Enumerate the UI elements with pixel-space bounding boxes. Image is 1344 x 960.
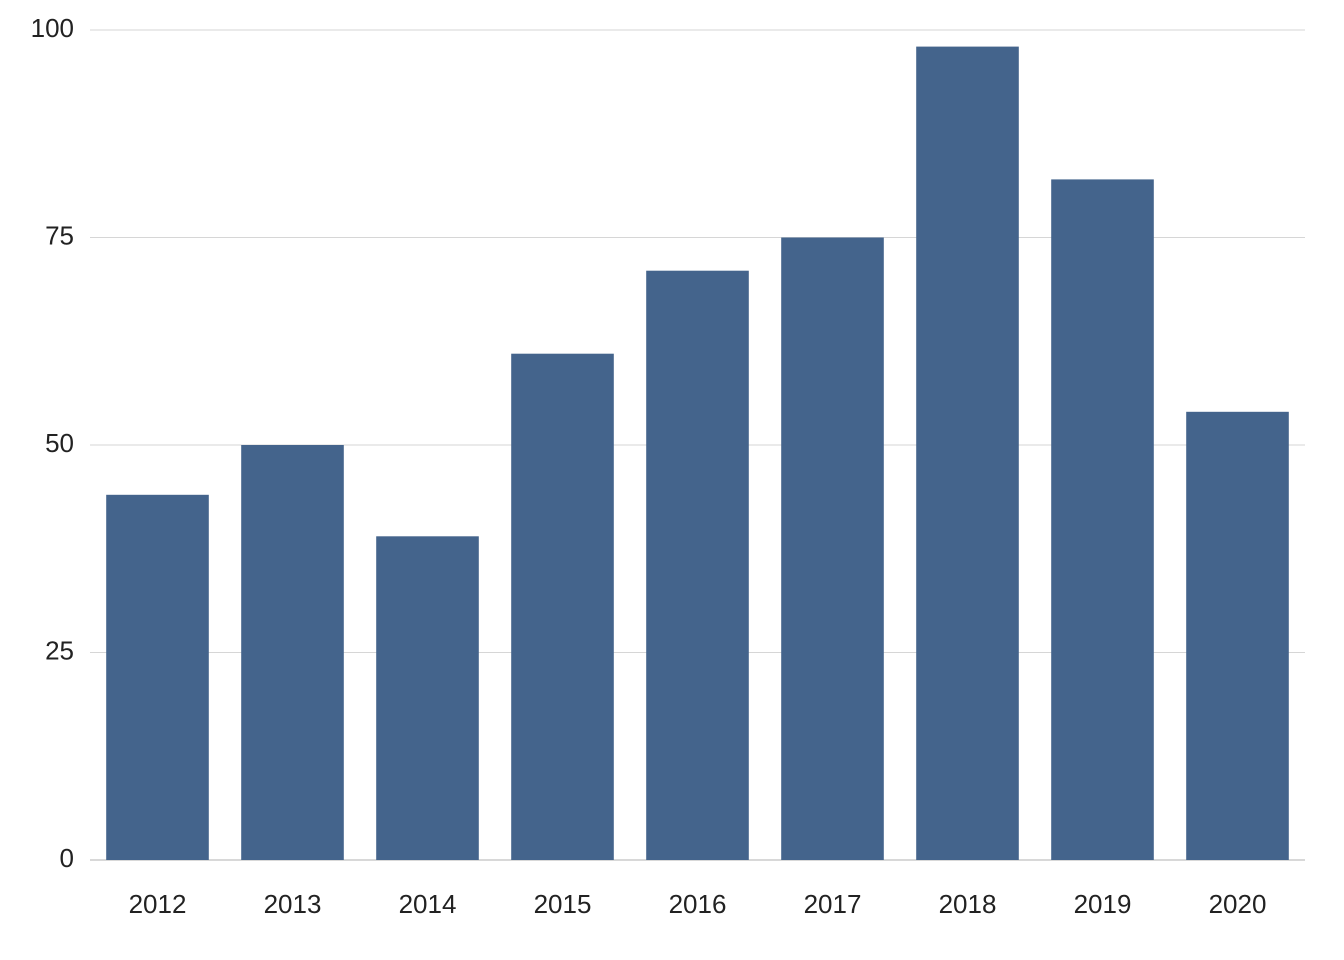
x-tick-label: 2015 bbox=[534, 889, 592, 919]
y-tick-label: 50 bbox=[45, 428, 74, 458]
bar bbox=[646, 271, 749, 860]
bar bbox=[916, 47, 1019, 860]
bar bbox=[376, 536, 479, 860]
x-tick-label: 2017 bbox=[804, 889, 862, 919]
y-tick-label: 100 bbox=[31, 13, 74, 43]
bar bbox=[511, 354, 614, 860]
bar bbox=[106, 495, 209, 860]
bar bbox=[241, 445, 344, 860]
x-tick-label: 2013 bbox=[264, 889, 322, 919]
y-tick-label: 0 bbox=[60, 843, 74, 873]
x-tick-label: 2018 bbox=[939, 889, 997, 919]
y-tick-label: 25 bbox=[45, 635, 74, 665]
bar bbox=[1051, 179, 1154, 860]
bar-chart: 0 25 50 75 100 2012 2013 2014 2015 2016 2017 2018 20… bbox=[0, 0, 1344, 960]
bar bbox=[781, 238, 884, 861]
bar bbox=[1186, 412, 1289, 860]
x-tick-label: 2014 bbox=[399, 889, 457, 919]
x-tick-label: 2020 bbox=[1209, 889, 1267, 919]
x-tick-label: 2016 bbox=[669, 889, 727, 919]
y-tick-label: 75 bbox=[45, 220, 74, 250]
chart-svg: 0 25 50 75 100 2012 2013 2014 2015 2016 2017 2018 20… bbox=[0, 0, 1344, 960]
x-tick-label: 2012 bbox=[129, 889, 187, 919]
x-tick-label: 2019 bbox=[1074, 889, 1132, 919]
